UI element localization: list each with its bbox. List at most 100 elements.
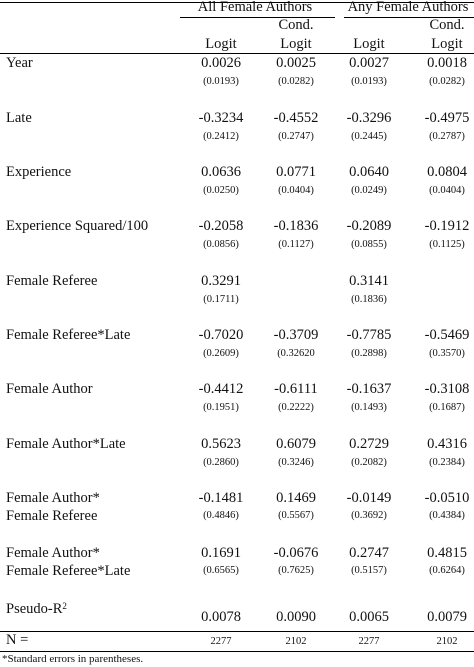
coefficient-cell: 0.2747 xyxy=(349,545,389,561)
std-error-cell: (0.0856) xyxy=(203,239,239,250)
pseudo-r2-cell: 0.0079 xyxy=(427,609,467,625)
std-error-cell: (0.3570) xyxy=(429,348,465,359)
group-header-any-female-authors: Any Female Authors xyxy=(347,0,469,15)
coefficient-cell: 0.6079 xyxy=(276,436,316,452)
std-error-cell: (0.1125) xyxy=(429,239,465,250)
pseudo-r2-cell: 0.0065 xyxy=(349,609,389,625)
coefficient-cell: 0.0025 xyxy=(276,55,316,71)
coefficient-cell: -0.4412 xyxy=(198,381,244,397)
col1-header-bottom: Logit xyxy=(205,36,237,52)
coefficient-cell: 0.5623 xyxy=(201,436,241,452)
row-label: Female Referee xyxy=(6,508,98,524)
n-cell: 2277 xyxy=(358,636,380,647)
coefficient-cell: -0.2058 xyxy=(198,218,244,234)
std-error-cell: (0.2860) xyxy=(203,457,239,468)
std-error-cell: (0.2384) xyxy=(429,457,465,468)
coefficient-cell: 0.0640 xyxy=(349,164,389,180)
std-error-cell: (0.0250) xyxy=(203,185,239,196)
std-error-cell: (0.0193) xyxy=(351,76,387,87)
std-error-cell: (0.32620 xyxy=(277,348,315,359)
coefficient-cell: 0.0771 xyxy=(276,164,316,180)
coefficient-cell: 0.0804 xyxy=(427,164,467,180)
row-label: Female Referee*Late xyxy=(6,327,131,343)
col2-header-top: Cond. xyxy=(278,17,314,33)
row-label: Female Referee*Late xyxy=(6,563,131,579)
pseudo-r2-label: Pseudo-R2 xyxy=(6,601,67,618)
bottom-rule xyxy=(0,651,474,652)
std-error-cell: (0.1127) xyxy=(278,239,314,250)
row-label: Female Author*Late xyxy=(6,436,126,452)
std-error-cell: (0.0855) xyxy=(351,239,387,250)
coefficient-cell: -0.1637 xyxy=(346,381,392,397)
group-underline-all xyxy=(180,17,335,18)
coefficient-cell: -0.3234 xyxy=(198,110,244,126)
row-label: Late xyxy=(6,110,32,126)
std-error-cell: (0.3692) xyxy=(351,510,387,521)
n-cell: 2102 xyxy=(285,636,307,647)
std-error-cell: (0.1493) xyxy=(351,402,387,413)
coefficient-cell: 0.1469 xyxy=(276,490,316,506)
coefficient-cell: 0.0636 xyxy=(201,164,241,180)
row-label: Year xyxy=(6,55,33,71)
std-error-cell: (0.0404) xyxy=(278,185,314,196)
std-error-cell: (0.6565) xyxy=(203,565,239,576)
std-error-cell: (0.2747) xyxy=(278,131,314,142)
row-label: Female Author xyxy=(6,381,93,397)
col2-header-bottom: Logit xyxy=(280,36,312,52)
coefficient-cell: -0.4975 xyxy=(424,110,470,126)
coefficient-cell: 0.3141 xyxy=(349,273,389,289)
coefficient-cell: 0.1691 xyxy=(201,545,241,561)
row-label: Female Author* xyxy=(6,545,100,561)
std-error-cell: (0.6264) xyxy=(429,565,465,576)
coefficient-cell: -0.6111 xyxy=(274,381,318,397)
coefficient-cell: 0.0026 xyxy=(201,55,241,71)
coefficient-cell: -0.1481 xyxy=(198,490,244,506)
std-error-cell: (0.4384) xyxy=(429,510,465,521)
coefficient-cell: 0.2729 xyxy=(349,436,389,452)
top-rule xyxy=(0,2,474,3)
coefficient-cell: -0.1912 xyxy=(424,218,470,234)
row-label: Female Author* xyxy=(6,490,100,506)
group-underline-any xyxy=(344,17,474,18)
col4-header-top: Cond. xyxy=(429,17,465,33)
n-label: N = xyxy=(6,632,29,648)
coefficient-cell: -0.1836 xyxy=(273,218,319,234)
coefficient-cell: 0.0027 xyxy=(349,55,389,71)
std-error-cell: (0.0404) xyxy=(429,185,465,196)
n-rule xyxy=(0,631,474,632)
std-error-cell: (0.1951) xyxy=(203,402,239,413)
pseudo-r2-label-text: Pseudo-R xyxy=(6,601,63,617)
std-error-cell: (0.2222) xyxy=(278,402,314,413)
n-cell: 2102 xyxy=(436,636,458,647)
std-error-cell: (0.0282) xyxy=(429,76,465,87)
std-error-cell: (0.0282) xyxy=(278,76,314,87)
std-error-cell: (0.3246) xyxy=(278,457,314,468)
std-error-cell: (0.1711) xyxy=(203,294,239,305)
header-rule xyxy=(0,53,474,54)
std-error-cell: (0.1836) xyxy=(351,294,387,305)
col4-header-bottom: Logit xyxy=(431,36,463,52)
group-header-all-female-authors: All Female Authors xyxy=(197,0,313,15)
coefficient-cell: 0.0018 xyxy=(427,55,467,71)
coefficient-cell: -0.3709 xyxy=(273,327,319,343)
coefficient-cell: -0.0510 xyxy=(424,490,470,506)
std-error-cell: (0.2082) xyxy=(351,457,387,468)
std-error-cell: (0.5157) xyxy=(351,565,387,576)
coefficient-cell: -0.7020 xyxy=(198,327,244,343)
coefficient-cell: 0.4815 xyxy=(427,545,467,561)
pseudo-r2-superscript: 2 xyxy=(62,601,67,611)
coefficient-cell: -0.3108 xyxy=(424,381,470,397)
coefficient-cell: -0.3296 xyxy=(346,110,392,126)
row-label: Experience xyxy=(6,164,72,180)
std-error-cell: (0.2787) xyxy=(429,131,465,142)
std-error-cell: (0.0193) xyxy=(203,76,239,87)
col3-header-bottom: Logit xyxy=(353,36,385,52)
coefficient-cell: -0.0676 xyxy=(273,545,319,561)
coefficient-cell: -0.0149 xyxy=(346,490,392,506)
std-error-cell: (0.5567) xyxy=(278,510,314,521)
std-error-cell: (0.2412) xyxy=(203,131,239,142)
std-error-cell: (0.2445) xyxy=(351,131,387,142)
std-error-cell: (0.7625) xyxy=(278,565,314,576)
coefficient-cell: 0.3291 xyxy=(201,273,241,289)
coefficient-cell: -0.7785 xyxy=(346,327,392,343)
